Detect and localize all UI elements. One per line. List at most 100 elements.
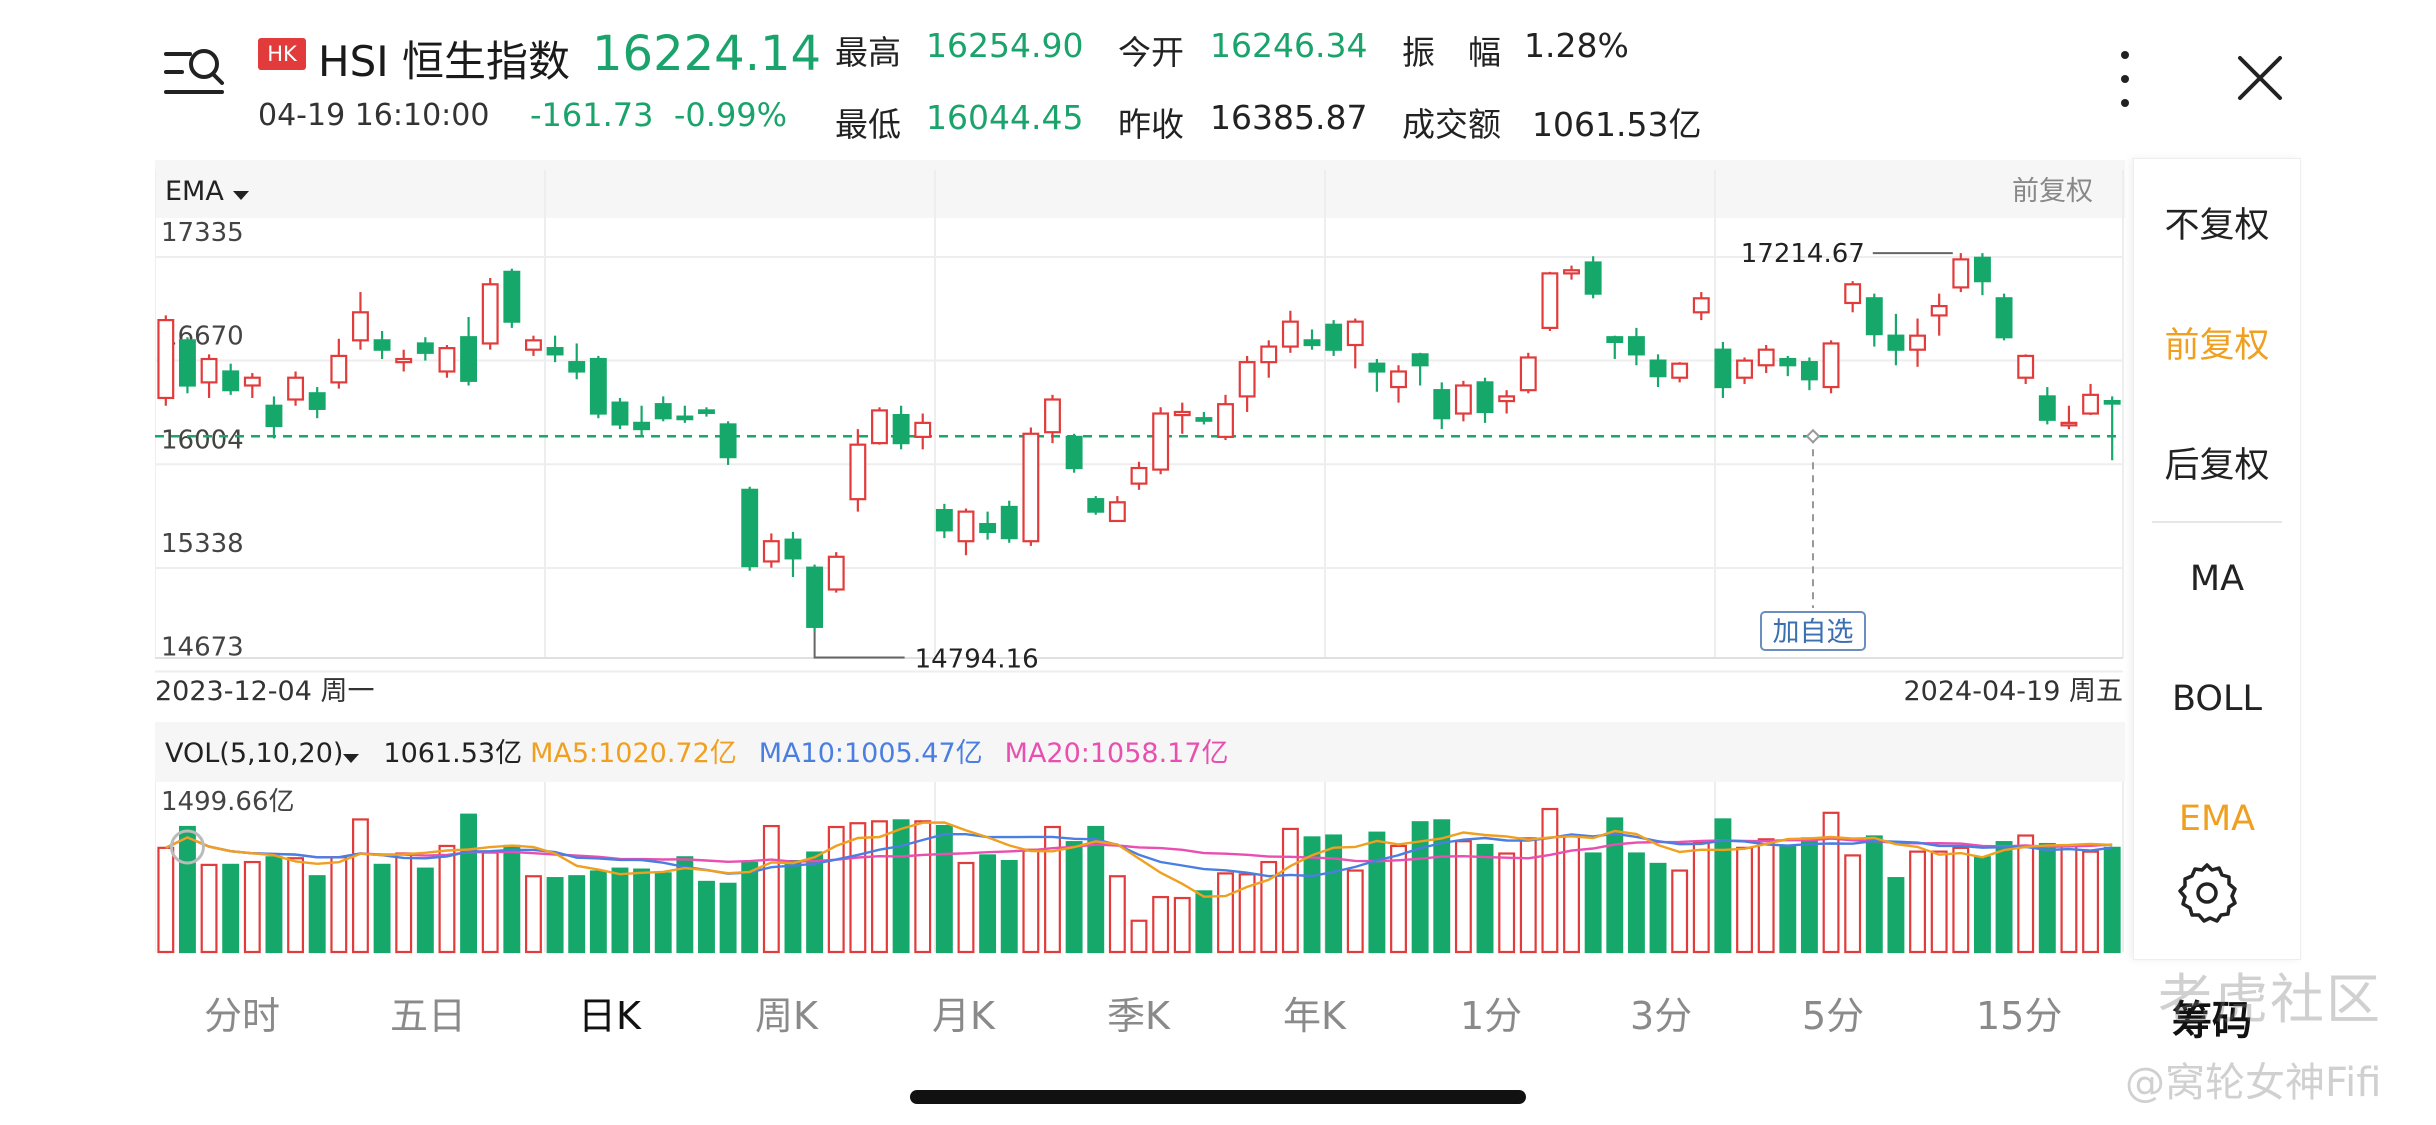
candle: [762, 533, 780, 568]
tab-3min[interactable]: 3分: [1630, 994, 1693, 1038]
candle: [1022, 427, 1040, 546]
candle: [611, 397, 629, 430]
candle: [654, 396, 672, 422]
tab-1min[interactable]: 1分: [1460, 994, 1523, 1038]
tab-5min[interactable]: 5分: [1802, 994, 1865, 1038]
volume-bar: [719, 882, 737, 954]
candle: [265, 396, 283, 439]
volume-bar: [416, 867, 434, 954]
candle: [719, 421, 737, 465]
candle-body: [2082, 393, 2100, 415]
candle: [935, 503, 953, 539]
candle: [1692, 292, 1710, 321]
volume-bar: [1260, 860, 1278, 954]
candle-body: [698, 409, 715, 415]
volume-bar: [243, 860, 261, 954]
candle: [438, 345, 456, 378]
candle-body: [438, 347, 456, 373]
tab-chips[interactable]: 筹码: [2172, 998, 2252, 1044]
stat-value-amplitude: 1.28%: [1524, 26, 1629, 65]
volume-bar: [762, 824, 780, 954]
candle: [568, 343, 586, 380]
gear-icon[interactable]: [2174, 860, 2240, 926]
y-tick-label: 16004: [161, 425, 244, 455]
volume-bar: [330, 856, 348, 954]
candle-body: [503, 270, 521, 323]
panel-item-boll[interactable]: BOLL: [2172, 679, 2262, 719]
candle-body: [979, 522, 997, 533]
candle-body: [1173, 410, 1191, 417]
candle-body: [1973, 256, 1991, 283]
candle: [330, 338, 348, 389]
indicator-dropdown-icon[interactable]: [233, 191, 249, 200]
volume-bar: [287, 857, 305, 954]
tab-yearly-k[interactable]: 年K: [1283, 994, 1346, 1038]
low-annotation-leader: [813, 631, 905, 659]
volume-bar: [806, 851, 824, 954]
candle: [1671, 362, 1689, 383]
close-icon[interactable]: [2232, 50, 2288, 106]
candle: [1130, 461, 1148, 490]
volume-bar: [871, 820, 888, 954]
indicator-selector[interactable]: EMA: [165, 176, 224, 207]
volume-bar: [2082, 850, 2100, 954]
tab-daily-k[interactable]: 日K: [578, 994, 641, 1038]
volume-bar: [1130, 919, 1148, 954]
add-watchlist-label[interactable]: 加自选: [1773, 617, 1854, 648]
add-watchlist-button[interactable]: [1760, 611, 1866, 651]
panel-item-no-adjust[interactable]: 不复权: [2164, 206, 2270, 246]
candle: [1584, 256, 1602, 299]
tab-monthly-k[interactable]: 月K: [932, 994, 995, 1038]
candle: [914, 413, 932, 450]
tab-five-day[interactable]: 五日: [390, 994, 467, 1038]
volume-indicator-label[interactable]: VOL(5,10,20): [165, 738, 343, 769]
candle-body: [1627, 336, 1645, 356]
candle: [741, 486, 759, 571]
volume-grid: 1499.66亿: [155, 782, 2124, 952]
candle: [827, 552, 845, 593]
candle: [957, 508, 975, 556]
candle-body: [1584, 261, 1602, 295]
candle: [1800, 357, 1818, 391]
tab-quarterly-k[interactable]: 季K: [1107, 994, 1170, 1038]
candle: [1433, 382, 1451, 430]
panel-item-ma[interactable]: MA: [2189, 559, 2245, 599]
candle-body: [1022, 432, 1040, 543]
candle: [1649, 354, 1667, 388]
more-vertical-icon[interactable]: [2105, 45, 2145, 115]
candle-body: [1952, 258, 1970, 289]
volume-bar: [654, 872, 672, 954]
candle-body: [481, 283, 499, 345]
volume-bar: [676, 856, 694, 954]
tab-15min[interactable]: 15分: [1976, 994, 2063, 1038]
volume-bar: [1563, 834, 1580, 954]
volume-bar: [1822, 811, 1840, 954]
tab-intraday[interactable]: 分时: [204, 994, 281, 1038]
adjust-mode-label[interactable]: 前复权: [2012, 176, 2093, 207]
panel-item-ema[interactable]: EMA: [2178, 799, 2256, 839]
candle-body: [1260, 345, 1278, 364]
candle-body: [1152, 412, 1170, 471]
candle-body: [1368, 362, 1386, 373]
tab-weekly-k[interactable]: 周K: [755, 994, 818, 1038]
volume-bar: [1173, 896, 1191, 954]
candle-body: [589, 357, 607, 415]
candle-body: [416, 342, 434, 354]
volume-dropdown-icon[interactable]: [343, 754, 359, 763]
volume-bar: [784, 859, 802, 954]
panel-item-forward-adjust[interactable]: 前复权: [2164, 326, 2270, 366]
candle-body: [2060, 421, 2078, 427]
y-tick-label: 17335: [161, 218, 244, 248]
candle-body: [741, 488, 759, 568]
volume-bar: [1714, 818, 1732, 954]
volume-ma5-line: [165, 821, 2113, 898]
list-search-icon[interactable]: [160, 40, 230, 110]
candle-body: [1606, 336, 1624, 344]
candle-body: [1217, 403, 1234, 438]
panel-item-backward-adjust[interactable]: 后复权: [2164, 446, 2270, 486]
candle-body: [1044, 398, 1061, 434]
candle-body: [1930, 304, 1948, 317]
volume-bar: [741, 861, 759, 954]
